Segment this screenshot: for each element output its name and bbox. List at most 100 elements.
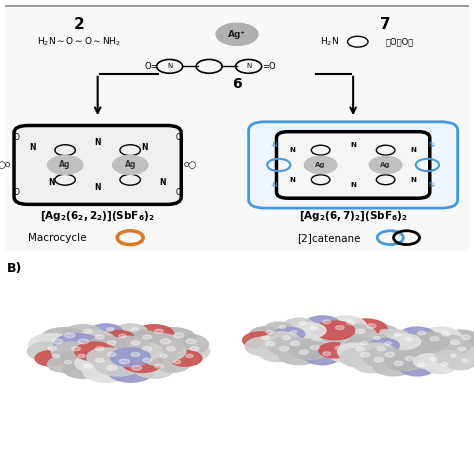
Text: N: N xyxy=(141,143,147,152)
Circle shape xyxy=(83,329,92,333)
Circle shape xyxy=(102,330,135,346)
Circle shape xyxy=(216,23,258,46)
Circle shape xyxy=(286,328,314,342)
Circle shape xyxy=(366,348,373,351)
Circle shape xyxy=(64,360,72,364)
Text: 7: 7 xyxy=(380,17,391,32)
Circle shape xyxy=(411,339,439,352)
Circle shape xyxy=(269,337,311,356)
Circle shape xyxy=(72,346,81,351)
Text: $\mathregular{[Ag_2(6,7)_2](SbF_6)_2}$: $\mathregular{[Ag_2(6,7)_2](SbF_6)_2}$ xyxy=(299,210,408,223)
Circle shape xyxy=(243,332,279,349)
Circle shape xyxy=(374,357,383,362)
Circle shape xyxy=(186,339,196,344)
Circle shape xyxy=(75,354,115,373)
Circle shape xyxy=(330,348,362,363)
Text: 2: 2 xyxy=(73,17,84,32)
Circle shape xyxy=(361,353,370,357)
Circle shape xyxy=(428,336,471,356)
Circle shape xyxy=(420,327,461,346)
Text: N: N xyxy=(350,182,356,188)
Circle shape xyxy=(114,324,147,339)
FancyBboxPatch shape xyxy=(248,122,457,208)
Circle shape xyxy=(264,332,300,349)
Circle shape xyxy=(409,340,438,354)
Circle shape xyxy=(430,357,437,361)
Circle shape xyxy=(51,342,91,361)
Circle shape xyxy=(122,354,162,373)
FancyBboxPatch shape xyxy=(0,6,474,253)
Circle shape xyxy=(279,346,289,351)
Circle shape xyxy=(95,335,104,339)
Circle shape xyxy=(132,337,165,352)
Circle shape xyxy=(63,359,103,378)
Circle shape xyxy=(129,334,162,349)
Circle shape xyxy=(150,328,196,349)
Circle shape xyxy=(54,334,101,356)
Circle shape xyxy=(95,346,104,351)
FancyBboxPatch shape xyxy=(14,126,181,204)
Circle shape xyxy=(366,332,402,349)
Circle shape xyxy=(450,340,460,345)
Circle shape xyxy=(143,358,152,362)
Circle shape xyxy=(359,325,400,344)
Circle shape xyxy=(291,341,300,346)
Circle shape xyxy=(112,155,148,174)
Text: Ag: Ag xyxy=(381,162,391,168)
Circle shape xyxy=(304,316,340,333)
Text: N: N xyxy=(410,147,417,153)
Circle shape xyxy=(322,337,350,350)
Circle shape xyxy=(394,361,403,365)
Circle shape xyxy=(304,156,337,173)
Circle shape xyxy=(27,342,67,361)
Circle shape xyxy=(261,336,269,340)
Circle shape xyxy=(450,354,456,357)
Text: -N: -N xyxy=(270,142,278,148)
Text: [2]catenane: [2]catenane xyxy=(297,233,361,243)
Circle shape xyxy=(356,329,365,333)
Circle shape xyxy=(345,332,381,349)
Text: N: N xyxy=(94,138,101,147)
Circle shape xyxy=(83,360,129,382)
Text: O: O xyxy=(13,188,19,197)
Circle shape xyxy=(425,359,456,374)
Circle shape xyxy=(131,352,140,356)
Circle shape xyxy=(275,327,305,341)
Circle shape xyxy=(122,344,155,359)
Circle shape xyxy=(335,346,342,350)
Circle shape xyxy=(67,339,100,355)
Circle shape xyxy=(323,320,331,324)
Text: Ag: Ag xyxy=(125,161,136,169)
Circle shape xyxy=(334,324,376,344)
Circle shape xyxy=(264,322,293,336)
Circle shape xyxy=(160,354,167,357)
FancyBboxPatch shape xyxy=(276,132,430,198)
Circle shape xyxy=(385,342,392,345)
Circle shape xyxy=(78,339,89,344)
Circle shape xyxy=(366,324,376,328)
Circle shape xyxy=(441,362,448,365)
Circle shape xyxy=(439,343,474,360)
Circle shape xyxy=(169,350,202,366)
Circle shape xyxy=(384,336,392,340)
Circle shape xyxy=(166,346,175,351)
Circle shape xyxy=(279,326,286,328)
Circle shape xyxy=(410,332,449,351)
Circle shape xyxy=(352,353,395,373)
Circle shape xyxy=(47,155,83,174)
Circle shape xyxy=(430,337,439,341)
Circle shape xyxy=(363,336,371,340)
Circle shape xyxy=(155,364,164,368)
Text: 6: 6 xyxy=(232,77,242,91)
Circle shape xyxy=(310,327,318,330)
Circle shape xyxy=(170,342,210,361)
Circle shape xyxy=(387,346,416,359)
Circle shape xyxy=(378,329,409,344)
Circle shape xyxy=(345,319,387,339)
Circle shape xyxy=(364,347,406,367)
Circle shape xyxy=(245,337,286,356)
Circle shape xyxy=(119,359,130,364)
Text: N: N xyxy=(410,177,417,183)
Circle shape xyxy=(250,327,281,342)
Circle shape xyxy=(321,331,350,345)
